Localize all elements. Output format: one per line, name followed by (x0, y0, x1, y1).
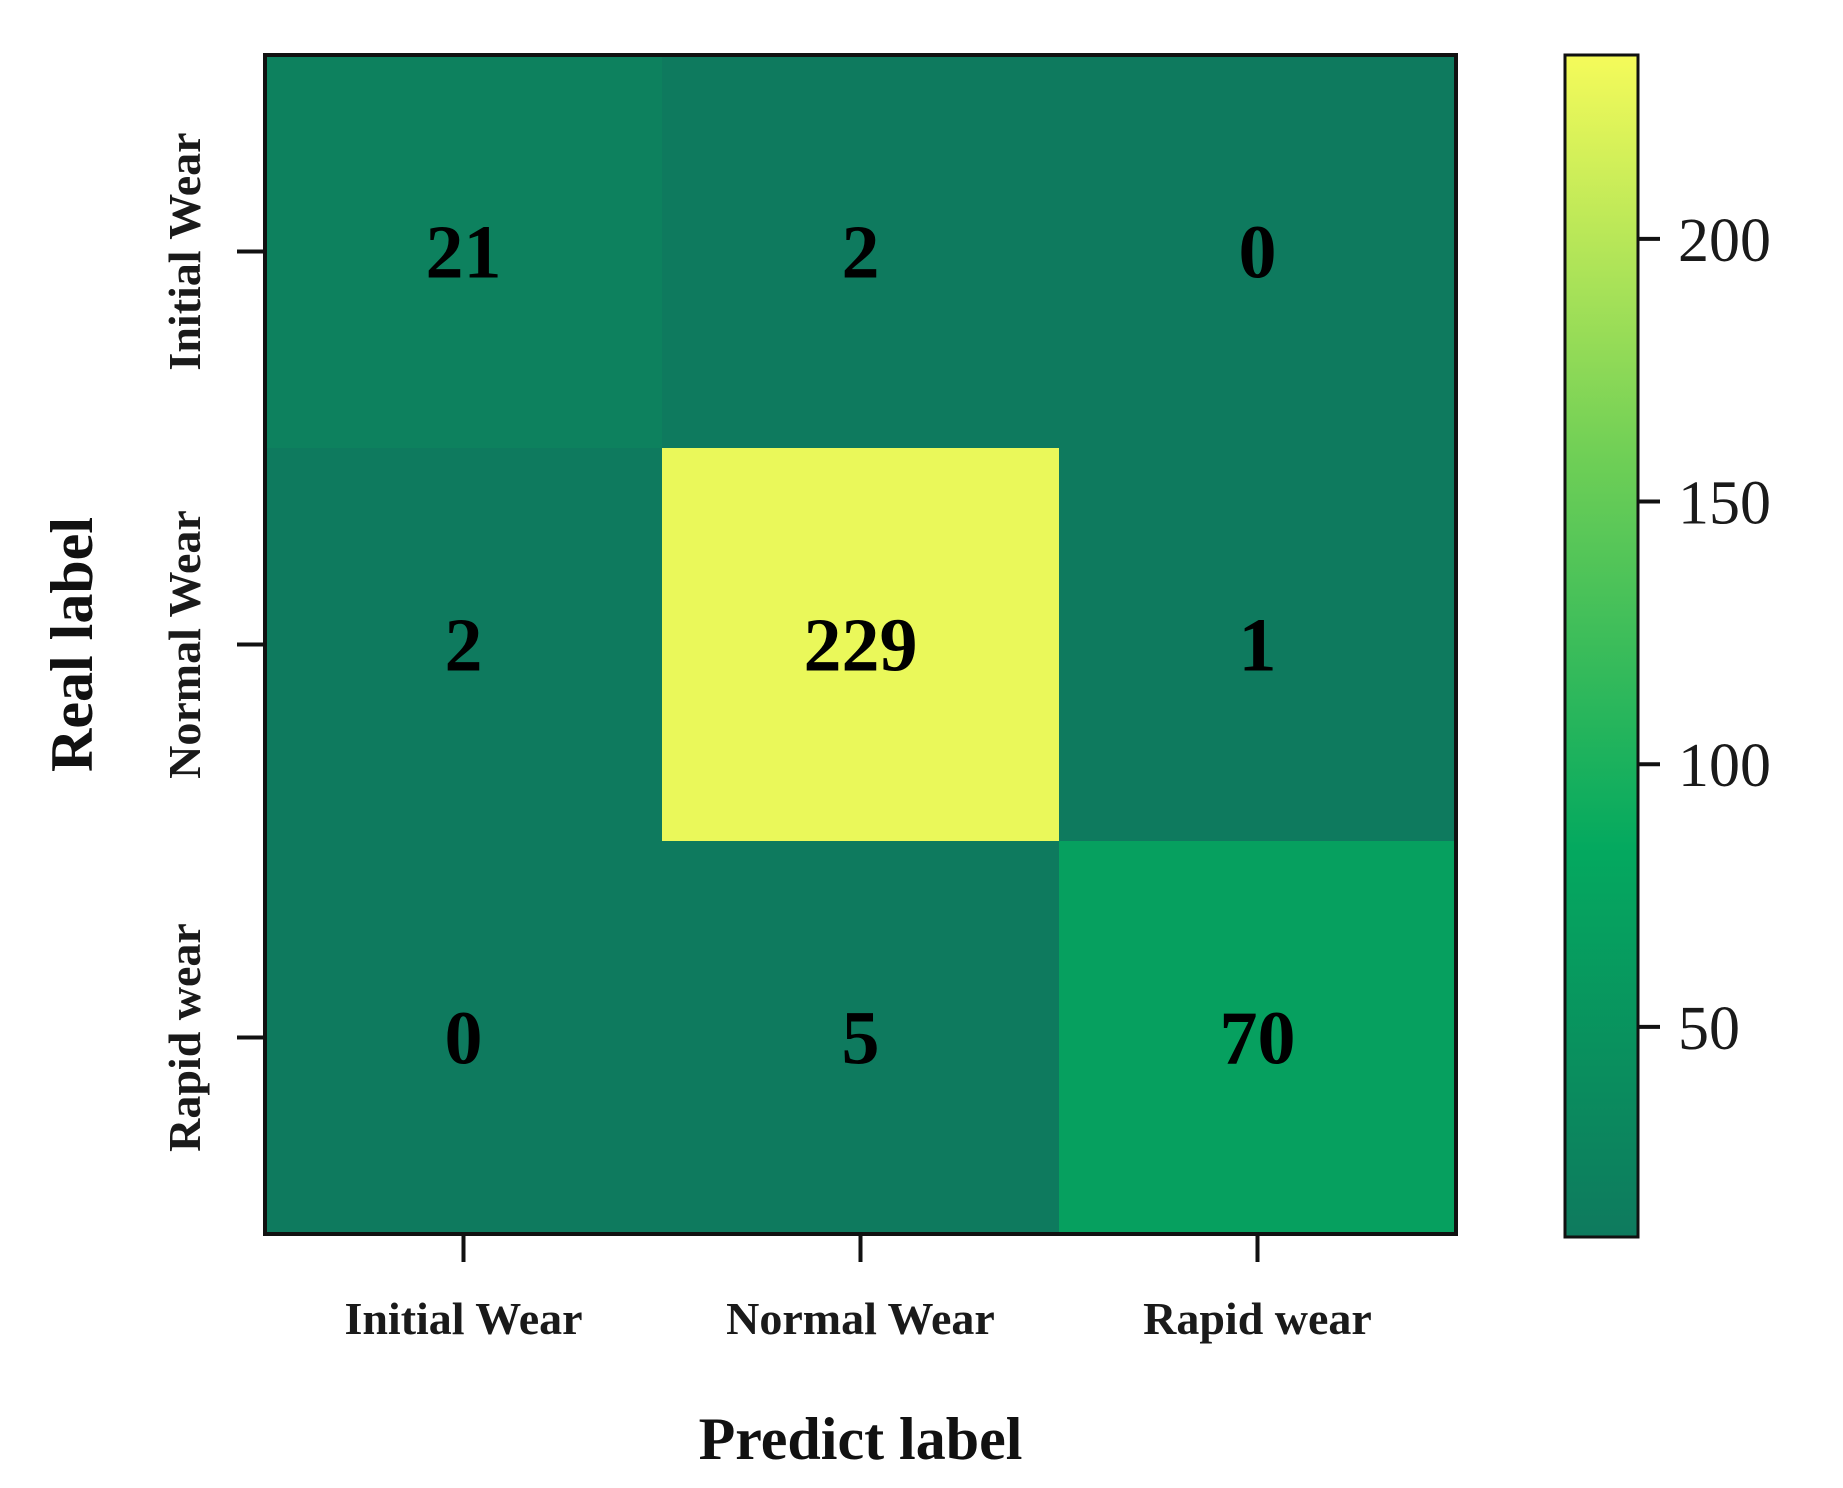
heatmap-cell (265, 841, 662, 1234)
y-axis-title: Real label (39, 517, 105, 772)
heatmap-cell (1059, 55, 1456, 448)
y-tick-label: Rapid wear (159, 923, 210, 1152)
colorbar (1563, 53, 1640, 1239)
colorbar-tick-label: 150 (1678, 470, 1771, 538)
y-axis-ticks: Initial Wear Normal Wear Rapid wear (159, 132, 265, 1152)
heatmap-cell (265, 448, 662, 841)
cell-value-label: 0 (445, 997, 483, 1081)
cell-value-label: 1 (1239, 604, 1277, 688)
x-tick-label: Initial Wear (344, 1293, 582, 1344)
heatmap-cell (1059, 841, 1456, 1234)
x-tick-label: Normal Wear (726, 1293, 995, 1344)
cell-value-label: 229 (804, 604, 918, 688)
x-axis-ticks: Initial Wear Normal Wear Rapid wear (344, 1234, 1372, 1344)
heatmap-cell (662, 448, 1059, 841)
cell-value-label: 0 (1239, 211, 1277, 295)
cell-value-label: 2 (842, 211, 880, 295)
colorbar-tick-label: 200 (1678, 207, 1771, 275)
heatmap-cell (1059, 448, 1456, 841)
cell-value-label: 21 (426, 211, 502, 295)
heatmap-cell-labels: 21 2 0 2 229 1 0 5 70 (426, 211, 1296, 1081)
x-axis-title: Predict label (699, 1406, 1023, 1472)
heatmap-cell (662, 841, 1059, 1234)
x-tick-label: Rapid wear (1143, 1293, 1372, 1344)
heatmap-cell (265, 55, 662, 448)
cell-value-label: 2 (445, 604, 483, 688)
y-tick-label: Initial Wear (159, 132, 210, 370)
y-tick-label: Normal Wear (159, 510, 210, 779)
heatmap-cell (662, 55, 1059, 448)
cell-value-label: 70 (1220, 997, 1296, 1081)
colorbar-tick-label: 50 (1678, 995, 1740, 1063)
colorbar-ticks: 50 100 150 200 (1638, 207, 1771, 1063)
heatmap-cells (265, 55, 1456, 1234)
cell-value-label: 5 (842, 997, 880, 1081)
colorbar-tick-label: 100 (1678, 732, 1771, 800)
